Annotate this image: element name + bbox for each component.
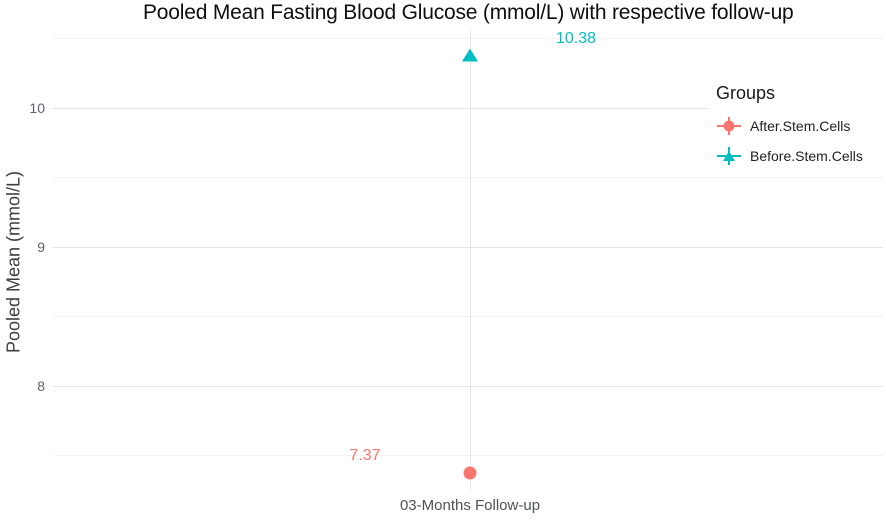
circle-glyph-icon (723, 120, 735, 132)
legend-items: After.Stem.Cells Before.Stem.Cells (716, 111, 886, 171)
pointrange-triangle-key-icon (716, 145, 742, 167)
legend-item-before-stem-cells: Before.Stem.Cells (716, 141, 886, 171)
chart-title: Pooled Mean Fasting Blood Glucose (mmol/… (143, 1, 794, 24)
x-tick-label: 03-Months Follow-up (399, 497, 541, 514)
data-point-label: 10.38 (555, 30, 597, 47)
y-tick-label: 8 (37, 377, 45, 394)
gridline-minor (53, 177, 883, 179)
gridline-major (53, 246, 883, 248)
gridline-minor (53, 316, 883, 318)
triangle-glyph-icon (723, 151, 735, 161)
legend-title: Groups (716, 83, 776, 103)
pointrange-circle-key-icon (716, 115, 742, 137)
legend-item-label: After.Stem.Cells (750, 118, 851, 134)
gridline-minor (53, 38, 883, 40)
legend: Groups After.Stem.Cells Before.Stem.Cell… (708, 78, 886, 175)
gridline-minor (53, 455, 883, 457)
data-point-label: 7.37 (349, 447, 381, 465)
y-axis-tick-labels: 8 9 10 (0, 30, 45, 490)
legend-item-after-stem-cells: After.Stem.Cells (716, 111, 886, 141)
gridline-major (53, 107, 883, 109)
y-tick-label: 10 (29, 99, 45, 116)
gridline-x-category (470, 30, 471, 490)
data-point-triangle (462, 48, 478, 62)
gridline-major (53, 385, 883, 387)
data-point-circle (463, 466, 477, 480)
y-tick-label: 9 (37, 238, 45, 255)
legend-item-label: Before.Stem.Cells (750, 148, 863, 164)
